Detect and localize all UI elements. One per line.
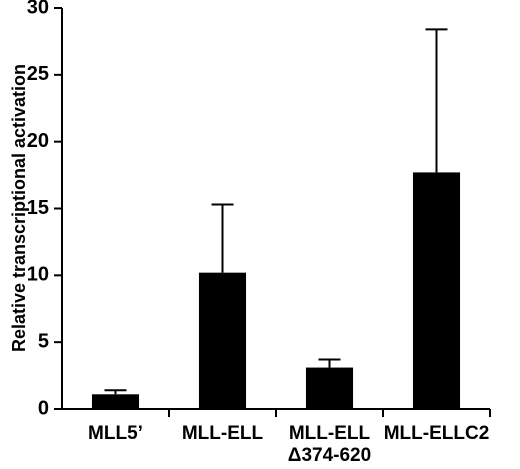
y-tick-label: 20 xyxy=(27,130,49,152)
y-tick-label: 5 xyxy=(38,330,49,352)
bar xyxy=(305,367,354,409)
x-tick-label: MLL-ELL xyxy=(181,423,264,444)
bar xyxy=(412,172,461,409)
x-tick-label: MLL-ELL Δ374-620 xyxy=(287,423,372,466)
y-tick-label: 0 xyxy=(38,397,49,419)
bar xyxy=(91,394,140,409)
y-tick-label: 30 xyxy=(27,0,49,18)
y-tick-label: 15 xyxy=(27,197,49,219)
bar xyxy=(198,272,247,409)
error-bar xyxy=(211,203,234,273)
x-tick-label: MLL5’ xyxy=(88,423,143,444)
error-bar xyxy=(104,389,127,395)
y-tick-label: 10 xyxy=(27,264,49,286)
x-tick-label: MLL-ELLC2 xyxy=(383,423,490,444)
error-bar xyxy=(318,358,341,368)
y-tick-label: 25 xyxy=(27,63,49,85)
error-bar xyxy=(425,28,448,173)
y-axis-label: Relative transcriptional activation xyxy=(9,64,29,352)
